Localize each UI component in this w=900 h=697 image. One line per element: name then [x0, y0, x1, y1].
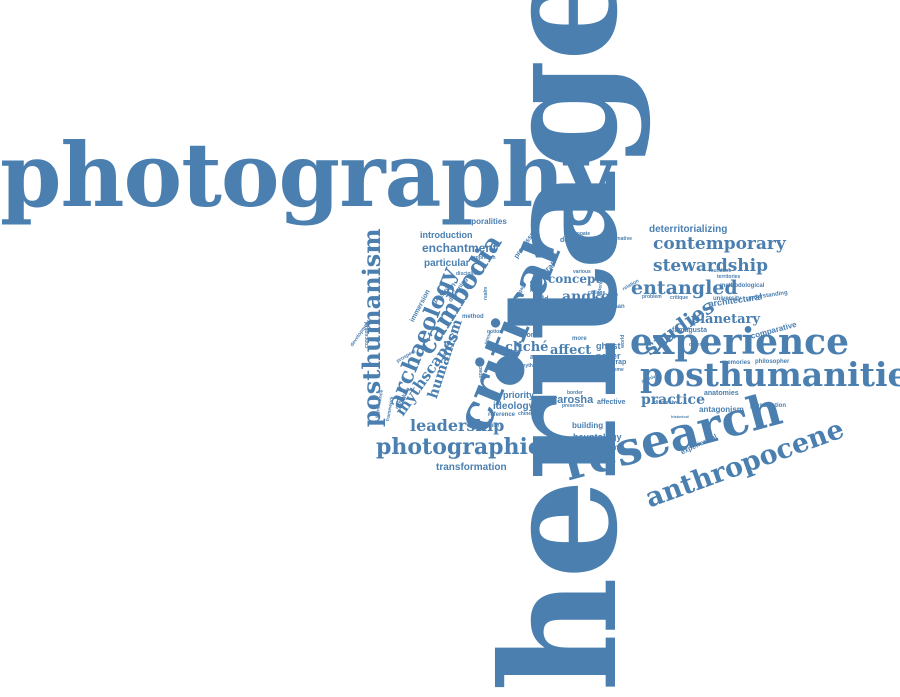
- word-entangled: entangled: [631, 277, 738, 299]
- word-enchantment: enchantment: [422, 241, 497, 255]
- word-critique: critique: [670, 295, 689, 301]
- word-space: space: [478, 363, 484, 378]
- word-case: case: [509, 359, 521, 365]
- word-memories: memories: [722, 360, 751, 366]
- word-more: more: [572, 336, 587, 342]
- word-varosha: varosha: [551, 394, 594, 406]
- word-reference: reference: [488, 412, 516, 418]
- word-myth: myth: [521, 363, 533, 369]
- word-posthumanities: posthumanities: [640, 355, 900, 394]
- word-transformation: transformation: [436, 462, 507, 473]
- word-mundane: mundane: [709, 268, 732, 274]
- word-practice: practice: [641, 392, 705, 408]
- word-introduction: introduction: [420, 230, 473, 240]
- word-method: method: [462, 314, 484, 320]
- word-ideology: ideology: [493, 401, 535, 412]
- word-area: area: [530, 354, 545, 361]
- word-philosopher: philosopher: [755, 359, 790, 365]
- word-departure: departure: [560, 237, 593, 244]
- word-angkor: angkor: [562, 289, 618, 305]
- word-chinese: chinese: [518, 411, 537, 417]
- word-interrogate: interrogate: [564, 231, 591, 237]
- word-preservation: preservation: [750, 403, 787, 409]
- word-photographic: photographic: [376, 434, 542, 460]
- word-planetary: planetary: [691, 312, 761, 327]
- word-methodological: methodological: [720, 283, 765, 289]
- word-problem: problem: [642, 294, 662, 300]
- word-politic: politic: [530, 287, 545, 293]
- word-place: place: [505, 351, 518, 357]
- word-border: border: [567, 390, 583, 396]
- word-field: field: [534, 296, 549, 303]
- word-ghost: ghost: [596, 341, 621, 351]
- word-famagusta: famagusta: [672, 327, 708, 334]
- word-deterritorializing: deterritorializing: [649, 224, 728, 235]
- word-implication: implication: [473, 423, 500, 429]
- word-anatomies: anatomies: [704, 390, 739, 397]
- word-ever: ever: [538, 311, 549, 317]
- word-alternative: alternative: [607, 236, 633, 242]
- word-experience: experience: [630, 321, 849, 363]
- word-temporalities: temporalities: [457, 217, 507, 226]
- word-work: work: [521, 332, 538, 339]
- word-various: various: [573, 269, 591, 275]
- word-conceptual: conceptual: [364, 321, 370, 348]
- word-particular: particular: [424, 258, 470, 269]
- word-collage: collage: [588, 290, 606, 296]
- word-concept: concept: [548, 272, 601, 286]
- word-stewardship: stewardship: [653, 256, 769, 276]
- word-realm: realm: [483, 286, 489, 300]
- word-autonomy: autonomy: [585, 443, 624, 452]
- word-notion: notion: [487, 329, 503, 335]
- word-time: time: [573, 358, 584, 364]
- word-antagonism: antagonism: [699, 405, 744, 414]
- word-wrap: wrap: [610, 359, 627, 366]
- word-discursive: discursive: [654, 400, 679, 406]
- word-human: human: [605, 304, 625, 310]
- word-priority: priority: [503, 390, 535, 400]
- word-world: world: [620, 334, 626, 348]
- word-approach: approach: [473, 255, 496, 261]
- word-contemporary: contemporary: [653, 234, 786, 254]
- word-affect: affect: [550, 343, 592, 358]
- word-hauntology: hauntology: [573, 432, 622, 442]
- word-photography: photography: [0, 123, 615, 227]
- word-historical: historical: [671, 414, 689, 419]
- word-territories: territories: [717, 274, 741, 280]
- word-like: like: [590, 364, 599, 370]
- word-affective: affective: [597, 399, 626, 406]
- word-theme: theme: [609, 367, 624, 373]
- word-building: building: [572, 421, 604, 430]
- word-paper: paper: [596, 351, 621, 361]
- word-university: university: [713, 296, 742, 302]
- word-different: different: [689, 342, 709, 348]
- word-leadership: leadership: [410, 416, 505, 435]
- word-discipline: discipline: [456, 271, 480, 277]
- word-cliche: cliché: [505, 340, 549, 355]
- word-presence: presence: [562, 403, 584, 409]
